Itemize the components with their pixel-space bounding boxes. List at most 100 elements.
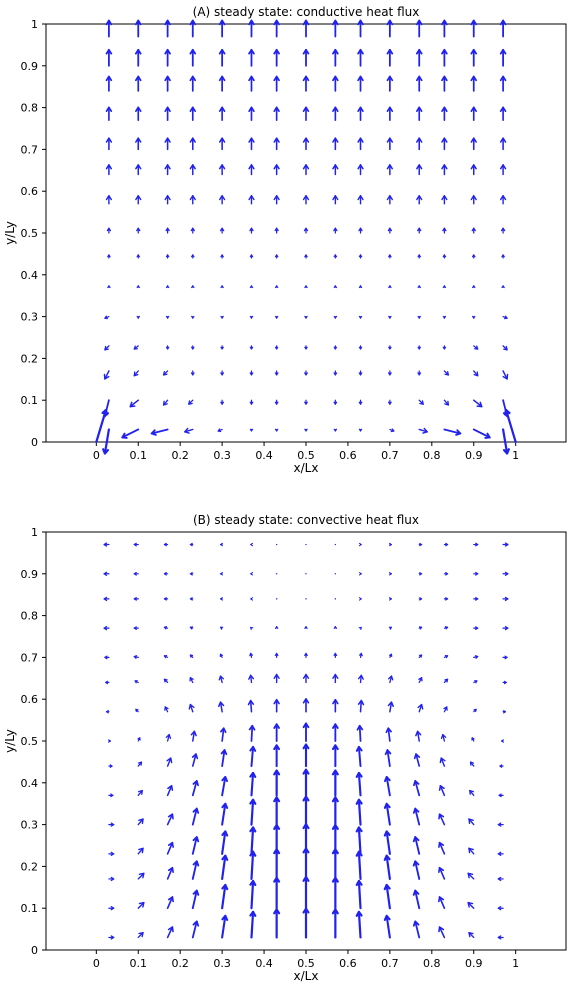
flux-vector [135,164,142,176]
flux-vector [220,370,225,376]
flux-vector [121,428,140,439]
flux-vector [108,906,115,911]
flux-vector [273,137,280,151]
flux-vector [108,793,114,798]
flux-vector [102,428,111,455]
flux-vector [334,573,337,575]
flux-vector [388,653,393,658]
flux-vector [302,743,310,768]
flux-vector [163,678,169,684]
flux-vector [105,106,113,121]
flux-vector [302,75,310,92]
flux-vector [273,75,280,92]
flux-vector [273,723,280,742]
flux-vector [499,137,507,151]
flux-vector [104,655,110,660]
flux-vector [249,285,254,289]
flux-vector [331,796,339,826]
x-axis-label: x/Lx [294,461,319,475]
flux-vector [473,370,479,377]
x-tick-label: 0.2 [171,449,189,462]
flux-vector [108,851,115,857]
flux-vector [166,866,174,880]
y-tick-label: 0 [31,436,38,449]
flux-vector [333,285,338,289]
flux-vector [473,596,479,601]
flux-vector [383,775,391,797]
flux-vector [162,370,169,376]
flux-vector [190,370,195,376]
flux-vector [103,625,110,631]
flux-vector [249,345,254,350]
flux-vector [189,654,194,658]
flux-vector [189,195,196,205]
flux-vector [472,285,476,289]
flux-vector [443,678,449,684]
flux-vector [470,137,477,151]
flux-vector [416,195,423,205]
flux-vector [133,626,139,631]
flux-vector [191,254,195,259]
flux-vector [135,137,142,151]
flux-vector [164,48,171,67]
flux-vector [302,137,310,151]
flux-vector [189,75,197,92]
flux-vector [499,195,507,205]
flux-vector [472,315,476,319]
flux-vector [273,769,281,797]
flux-vector [473,345,479,350]
flux-vector [273,698,280,713]
flux-vector [219,653,224,658]
flux-vector [274,652,279,659]
flux-vector [221,914,229,939]
flux-vector [273,164,280,176]
flux-vector [273,744,281,768]
flux-vector [442,227,447,234]
flux-vector [108,764,113,768]
flux-vector [389,542,393,547]
flux-vector [438,813,446,826]
flux-vector [470,195,477,205]
flux-vector [108,739,112,743]
flux-vector [302,195,310,205]
flux-vector [468,847,475,855]
flux-vector [250,572,254,576]
flux-vector [441,48,448,67]
flux-vector [95,408,109,444]
flux-vector [249,254,254,259]
flux-vector [304,625,308,629]
flux-vector [417,345,421,350]
flux-vector [302,847,310,881]
flux-vector [358,626,362,631]
flux-vector [440,733,447,742]
x-tick-label: 0.4 [255,957,273,970]
flux-vector [470,106,477,121]
flux-vector [105,75,113,92]
flux-vector [302,768,310,797]
flux-vector [473,626,479,631]
flux-vector [136,227,141,234]
flux-vector [358,254,363,259]
flux-vector [304,652,308,659]
flux-vector [386,48,394,67]
flux-vector [275,543,278,546]
flux-vector [415,48,423,67]
flux-vector [332,673,339,684]
flux-vector [468,931,475,939]
flux-vector [220,749,228,767]
flux-vector [383,830,391,855]
flux-vector [333,315,338,319]
flux-vector [218,137,226,151]
flux-vector [439,757,446,767]
flux-vector [164,706,169,713]
flux-vector [191,860,200,880]
flux-vector [304,254,308,259]
flux-vector [389,597,393,601]
flux-vector [191,920,200,939]
flux-vector [221,883,229,910]
flux-vector [189,106,197,121]
flux-vector [334,598,337,600]
flux-vector [389,428,395,433]
x-tick-label: 0.7 [381,449,399,462]
flux-vector [305,573,307,575]
